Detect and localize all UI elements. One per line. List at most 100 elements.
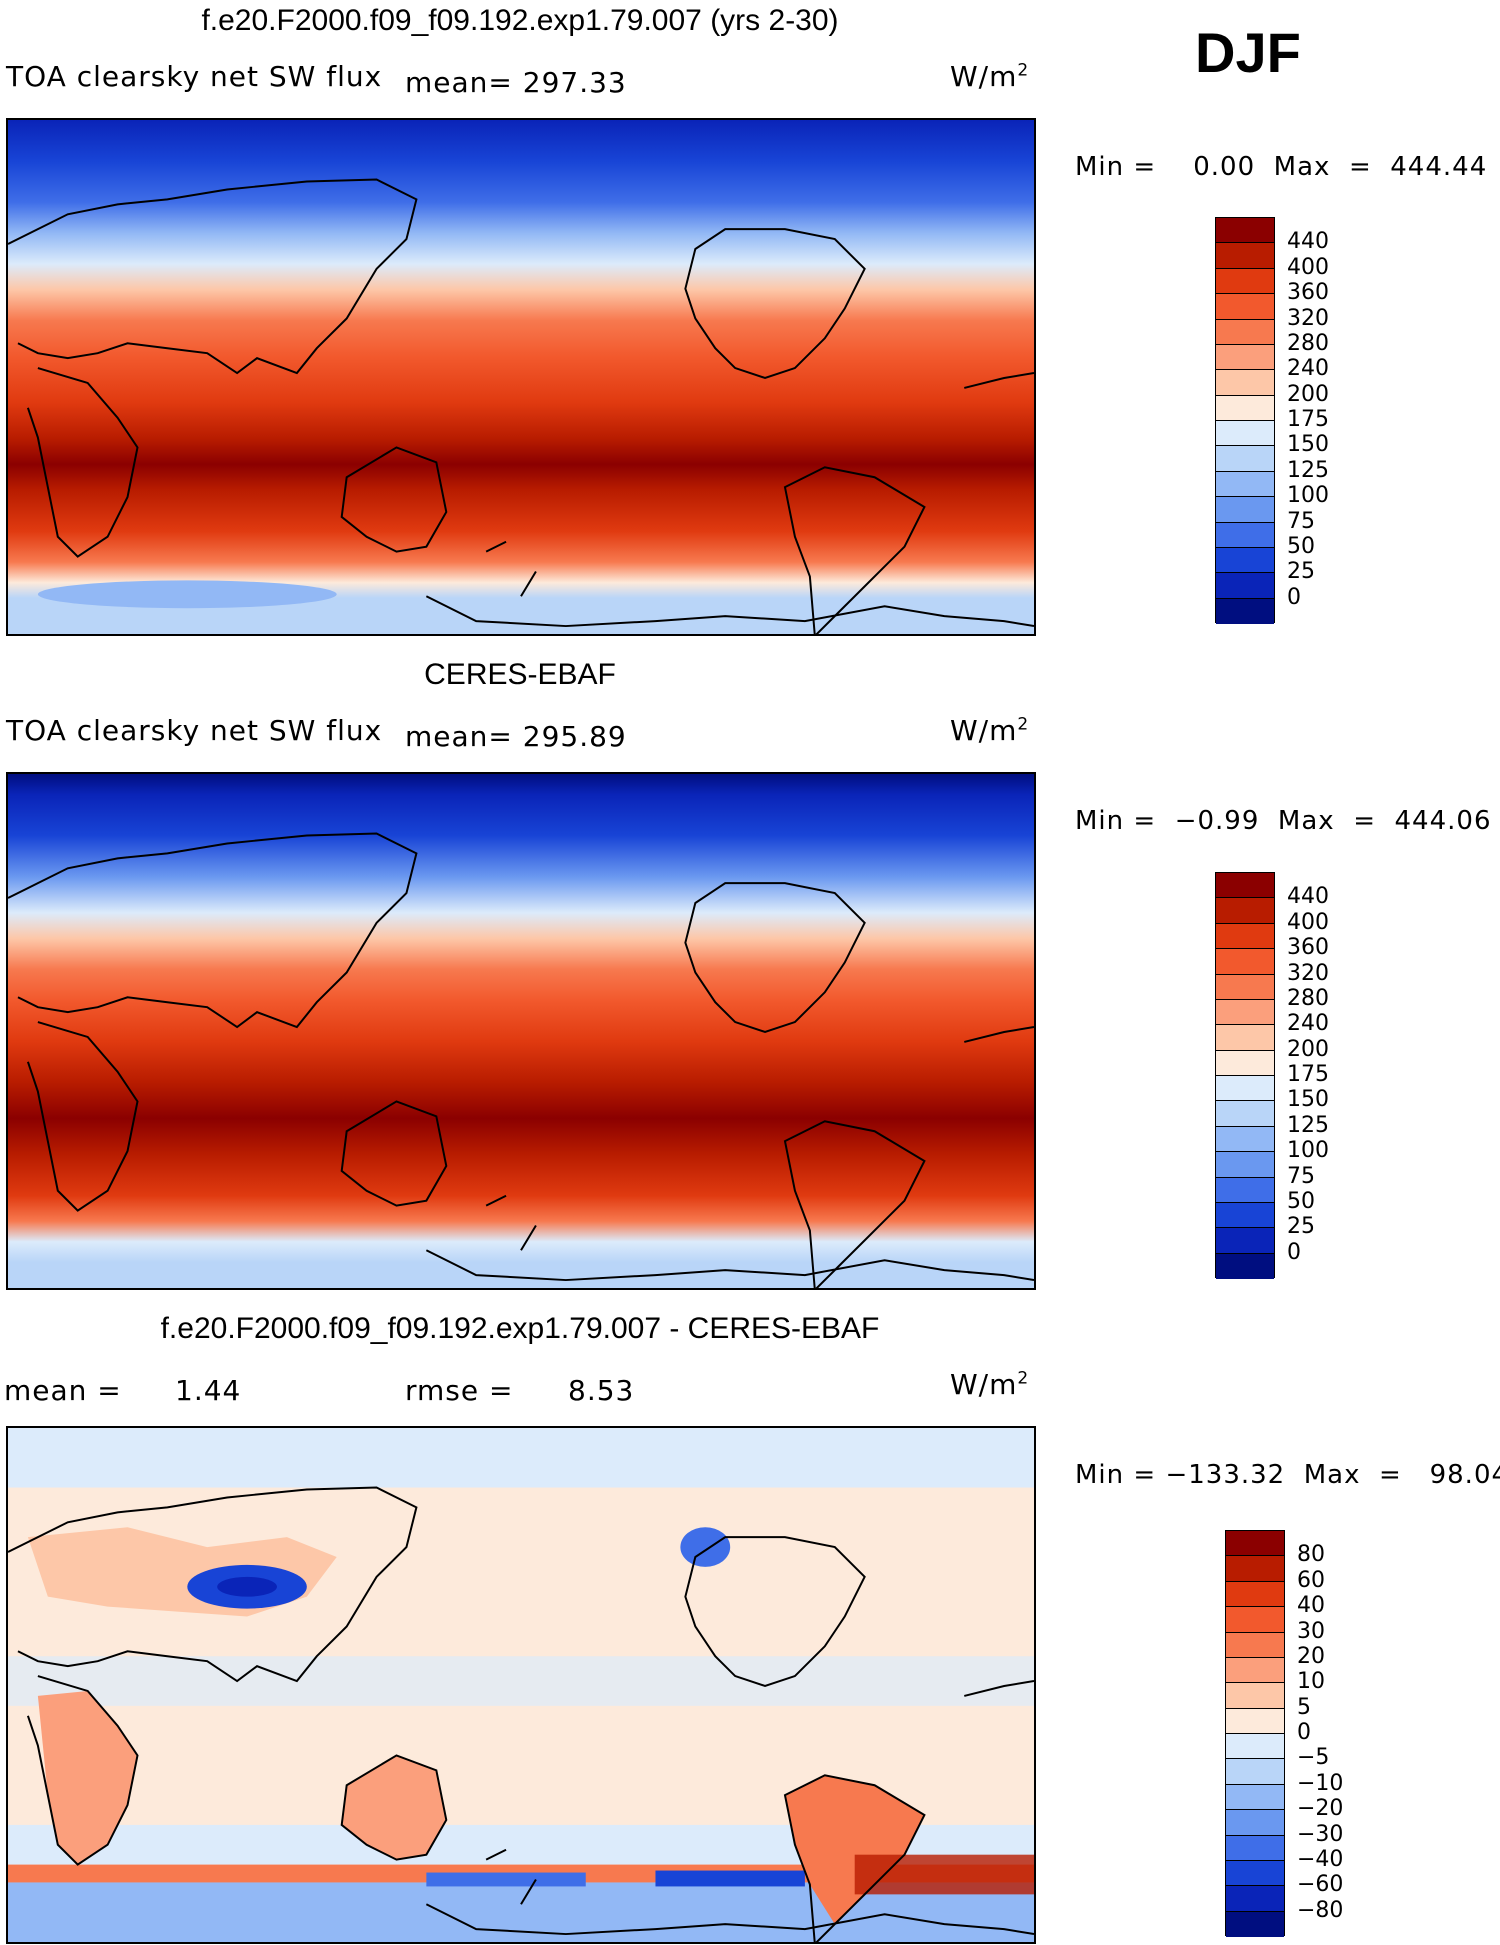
colorbar-swatch <box>1216 1076 1274 1102</box>
colorbar-level-label: 60 <box>1297 1567 1325 1593</box>
panel-3-mean-value: 1.44 <box>175 1374 242 1407</box>
colorbar-swatch <box>1216 1152 1274 1178</box>
colorbar-swatch <box>1216 573 1274 599</box>
panel-1-colorbar <box>1215 217 1275 624</box>
colorbar-level-label: −60 <box>1297 1872 1344 1898</box>
colorbar-level-label: 400 <box>1287 254 1329 280</box>
colorbar-level-label: 320 <box>1287 960 1329 986</box>
colorbar-swatch <box>1226 1810 1284 1836</box>
colorbar-level-label: 320 <box>1287 305 1329 331</box>
panel-3-rmse-value: 8.53 <box>568 1374 635 1407</box>
colorbar-level-label: 175 <box>1287 1062 1329 1087</box>
colorbar-level-label: 150 <box>1287 1087 1329 1113</box>
colorbar-swatch <box>1226 1556 1284 1582</box>
colorbar-swatch <box>1216 522 1274 548</box>
colorbar-level-label: 25 <box>1287 559 1315 585</box>
panel-3-mean-label: mean = <box>4 1374 122 1407</box>
colorbar-level-label: −40 <box>1297 1846 1344 1872</box>
panel-2-variable: TOA clearsky net SW flux <box>6 714 383 747</box>
panel-1-variable: TOA clearsky net SW flux <box>6 60 383 93</box>
colorbar-swatch <box>1226 1581 1284 1608</box>
colorbar-level-label: 0 <box>1287 584 1301 610</box>
colorbar-swatch <box>1216 294 1274 320</box>
colorbar-level-label: −20 <box>1297 1796 1344 1822</box>
colorbar-swatch <box>1216 999 1274 1026</box>
colorbar-swatch <box>1216 974 1274 1000</box>
colorbar-level-label: 125 <box>1287 1112 1329 1138</box>
colorbar-swatch <box>1216 547 1274 574</box>
panel-1-title: f.e20.F2000.f09_f09.192.exp1.79.007 (yrs… <box>201 4 839 37</box>
panel-3-minmax: Min = −133.32 Max = 98.04 <box>1075 1460 1500 1490</box>
colorbar-swatch <box>1216 923 1274 950</box>
panel-1-minmax: Min = 0.00 Max = 444.44 <box>1075 152 1488 182</box>
colorbar-level-label: 100 <box>1287 1138 1329 1164</box>
colorbar-level-label: 0 <box>1297 1720 1311 1745</box>
colorbar-level-label: 175 <box>1287 407 1329 432</box>
colorbar-swatch <box>1216 471 1274 498</box>
colorbar-level-label: 75 <box>1287 508 1315 534</box>
colorbar-swatch <box>1226 1683 1284 1709</box>
colorbar-swatch <box>1216 319 1274 345</box>
colorbar-swatch <box>1226 1759 1284 1785</box>
colorbar-swatch <box>1216 1177 1274 1203</box>
panel-3-map <box>6 1426 1036 1944</box>
colorbar-swatch <box>1216 370 1274 396</box>
colorbar-level-label: 30 <box>1297 1618 1325 1644</box>
colorbar-swatch <box>1216 421 1274 447</box>
colorbar-level-label: 75 <box>1287 1163 1315 1189</box>
colorbar-swatch <box>1216 873 1274 899</box>
colorbar-swatch <box>1226 1607 1284 1633</box>
colorbar-swatch <box>1216 1253 1274 1279</box>
colorbar-swatch <box>1216 497 1274 523</box>
season-label: DJF <box>1195 21 1301 84</box>
panel-2-map-canvas <box>8 774 1034 1288</box>
panel-2-units: W/m2 <box>950 714 1030 747</box>
colorbar-level-label: 240 <box>1287 356 1329 382</box>
panel-2-colorbar <box>1215 872 1275 1279</box>
panel-3-rmse-label: rmse = <box>405 1374 514 1407</box>
panel-1-map-canvas <box>8 120 1034 634</box>
panel-3-colorbar <box>1225 1530 1285 1937</box>
colorbar-level-label: 50 <box>1287 533 1315 559</box>
colorbar-level-label: 20 <box>1297 1643 1325 1669</box>
panel-1-units: W/m2 <box>950 60 1030 93</box>
colorbar-swatch <box>1226 1708 1284 1734</box>
colorbar-swatch <box>1216 1126 1274 1153</box>
colorbar-swatch <box>1226 1911 1284 1937</box>
colorbar-swatch <box>1226 1531 1284 1557</box>
colorbar-level-label: 0 <box>1287 1239 1301 1265</box>
colorbar-level-label: 440 <box>1287 229 1329 255</box>
colorbar-level-label: 10 <box>1297 1669 1325 1695</box>
colorbar-level-label: 100 <box>1287 483 1329 509</box>
colorbar-level-label: −80 <box>1297 1897 1344 1923</box>
colorbar-swatch <box>1216 949 1274 975</box>
colorbar-level-label: 240 <box>1287 1011 1329 1037</box>
colorbar-level-label: −5 <box>1297 1745 1330 1771</box>
colorbar-swatch <box>1226 1860 1284 1887</box>
colorbar-level-label: 80 <box>1297 1542 1325 1568</box>
colorbar-level-label: 125 <box>1287 457 1329 483</box>
colorbar-swatch <box>1226 1886 1284 1912</box>
colorbar-level-label: 150 <box>1287 432 1329 458</box>
colorbar-swatch <box>1216 1228 1274 1254</box>
panel-3-units: W/m2 <box>950 1368 1030 1401</box>
colorbar-level-label: 25 <box>1287 1214 1315 1240</box>
colorbar-swatch <box>1216 243 1274 269</box>
colorbar-level-label: 360 <box>1287 935 1329 961</box>
colorbar-swatch <box>1216 446 1274 472</box>
colorbar-level-label: 360 <box>1287 280 1329 306</box>
colorbar-swatch <box>1226 1835 1284 1861</box>
colorbar-swatch <box>1216 218 1274 244</box>
colorbar-level-label: 400 <box>1287 909 1329 935</box>
colorbar-level-label: 5 <box>1297 1694 1311 1720</box>
colorbar-swatch <box>1216 598 1274 624</box>
colorbar-swatch <box>1216 344 1274 371</box>
colorbar-level-label: −10 <box>1297 1770 1344 1796</box>
panel-2-map <box>6 772 1036 1290</box>
panel-1-map <box>6 118 1036 636</box>
colorbar-swatch <box>1226 1657 1284 1684</box>
colorbar-level-label: 200 <box>1287 381 1329 407</box>
panel-1-mean: mean= 297.33 <box>405 66 627 99</box>
colorbar-level-label: 200 <box>1287 1036 1329 1062</box>
colorbar-swatch <box>1216 898 1274 924</box>
